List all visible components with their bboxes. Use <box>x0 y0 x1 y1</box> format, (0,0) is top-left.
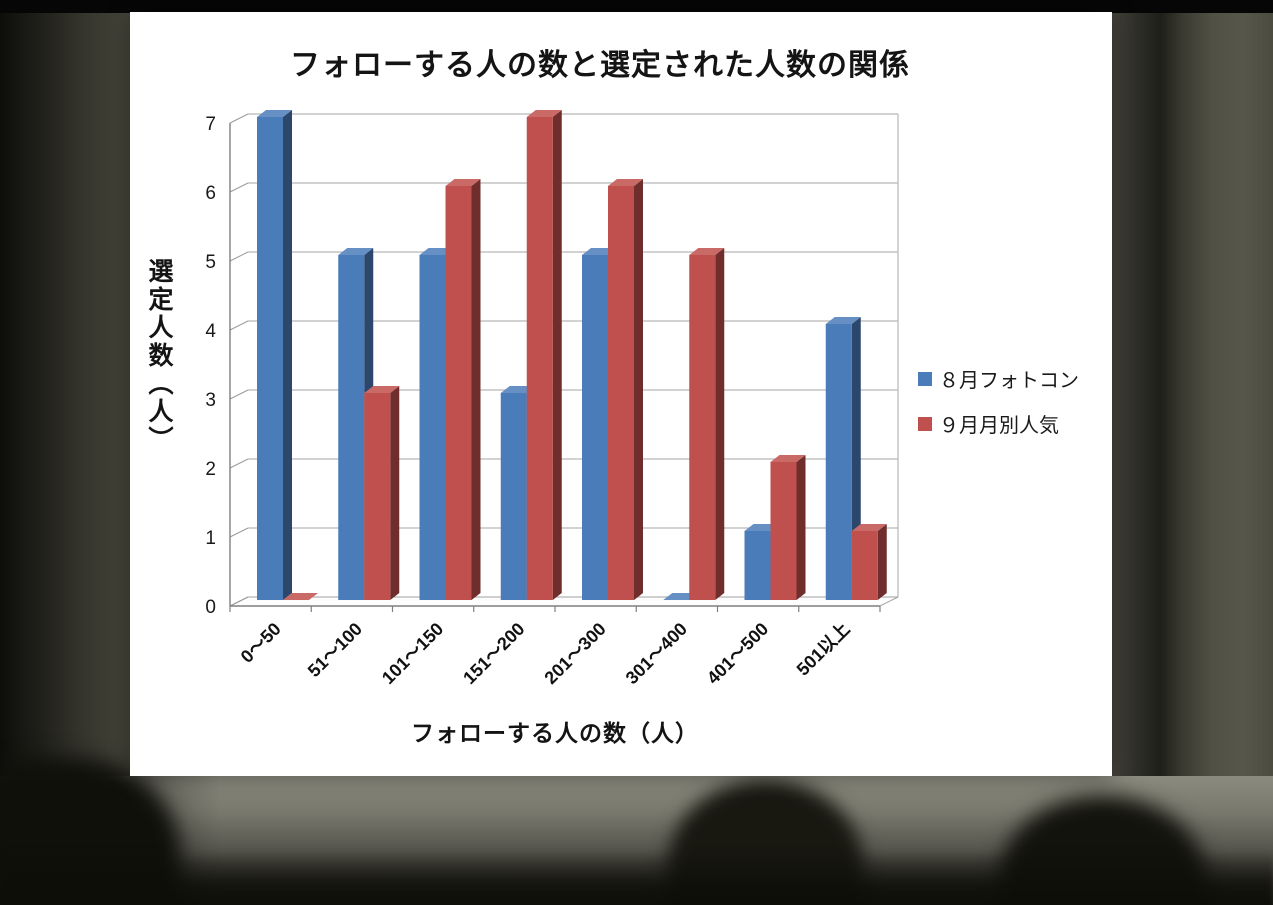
x-category-label: 151～200 <box>459 619 528 688</box>
legend-label-series2: ９月月別人気 <box>939 415 1059 437</box>
bar-side-face <box>715 248 725 600</box>
bar-front-face <box>364 393 391 600</box>
x-category-label: 201～300 <box>540 619 609 688</box>
bar-top-face <box>257 110 292 117</box>
bar-front-face <box>689 255 716 600</box>
bar-chart-plot-area: 0 1 2 3 4 5 6 7 0～50 51～100 101～150 151～200 201～300 3… <box>205 110 899 688</box>
bar-front-face <box>338 255 365 600</box>
bar-top-face <box>338 248 374 255</box>
y-tick-label: 2 <box>205 459 216 480</box>
bar-top-face <box>364 386 400 393</box>
bar-side-face <box>877 524 887 600</box>
tick-connector <box>229 596 249 607</box>
y-tick-label: 5 <box>205 252 216 273</box>
legend-item-series2: ９月月別人気 <box>918 409 1079 438</box>
y-tick-label: 3 <box>205 390 216 411</box>
bar-front-face <box>744 531 771 600</box>
bar-front-face <box>419 255 446 600</box>
bar-front-face <box>500 393 527 600</box>
bar-top-face <box>851 524 887 531</box>
x-category-label: 51～100 <box>304 619 366 681</box>
bar-front-face <box>770 462 797 600</box>
x-axis-title: フォローする人の数（人） <box>411 720 699 746</box>
tick-connector <box>229 458 249 469</box>
bar-front-face <box>825 324 852 600</box>
chart-title: フォローする人の数と選定された人数の関係 <box>290 49 910 82</box>
bar-top-face <box>608 179 643 186</box>
bar-front-face <box>257 117 283 600</box>
tick-connector <box>229 251 249 262</box>
bar-top-face <box>689 248 725 255</box>
bar-side-face <box>796 455 806 600</box>
room-background-right <box>1112 0 1273 780</box>
legend-swatch-series1-icon <box>918 371 932 386</box>
tick-connector <box>229 320 249 331</box>
bar-top-face <box>445 179 481 186</box>
room-background-left <box>0 0 131 780</box>
bar-side-face <box>552 110 562 600</box>
x-category-label: 301～400 <box>622 619 691 688</box>
bar-front-face <box>851 531 878 600</box>
tick-connector <box>229 527 249 538</box>
projected-slide: フォローする人の数と選定された人数の関係 選定人数（人） 0 1 2 3 4 5 6 7 0～5… <box>130 12 1112 776</box>
y-tick-label: 0 <box>205 597 216 618</box>
tick-connector <box>229 182 249 193</box>
bar-front-face <box>608 186 634 600</box>
bar-side-face <box>283 110 292 600</box>
bar-side-face <box>390 386 400 600</box>
room-dark-edge-bottom <box>0 850 1273 905</box>
bar-front-face <box>445 186 472 600</box>
bar-front-face <box>526 117 553 600</box>
legend-item-series1: ８月フォトコン <box>918 364 1079 393</box>
y-tick-label: 7 <box>205 114 216 135</box>
bar-side-face <box>634 179 643 600</box>
y-tick-label: 4 <box>205 321 216 342</box>
bar-top-face <box>825 317 861 324</box>
tick-connector <box>229 113 249 124</box>
tick-connector <box>229 389 249 400</box>
x-category-label: 0～50 <box>237 619 285 667</box>
y-axis-title: 選定人数（人） <box>145 258 173 454</box>
y-tick-label: 6 <box>205 183 216 204</box>
bar-side-face <box>471 179 481 600</box>
room-dark-edge-top <box>0 0 1273 13</box>
x-category-label: 501以上 <box>793 619 854 680</box>
legend-label-series1: ８月フォトコン <box>939 370 1079 392</box>
x-category-label: 101～150 <box>378 619 447 688</box>
bar-front-face <box>582 255 608 600</box>
x-category-label: 401～500 <box>703 619 772 688</box>
chart-legend: ８月フォトコン ９月月別人気 <box>918 364 1079 438</box>
y-tick-label: 1 <box>205 528 216 549</box>
bar-top-face <box>770 455 806 462</box>
bar-top-face <box>283 593 318 600</box>
bar-top-face <box>526 110 562 117</box>
legend-swatch-series2-icon <box>918 416 932 431</box>
